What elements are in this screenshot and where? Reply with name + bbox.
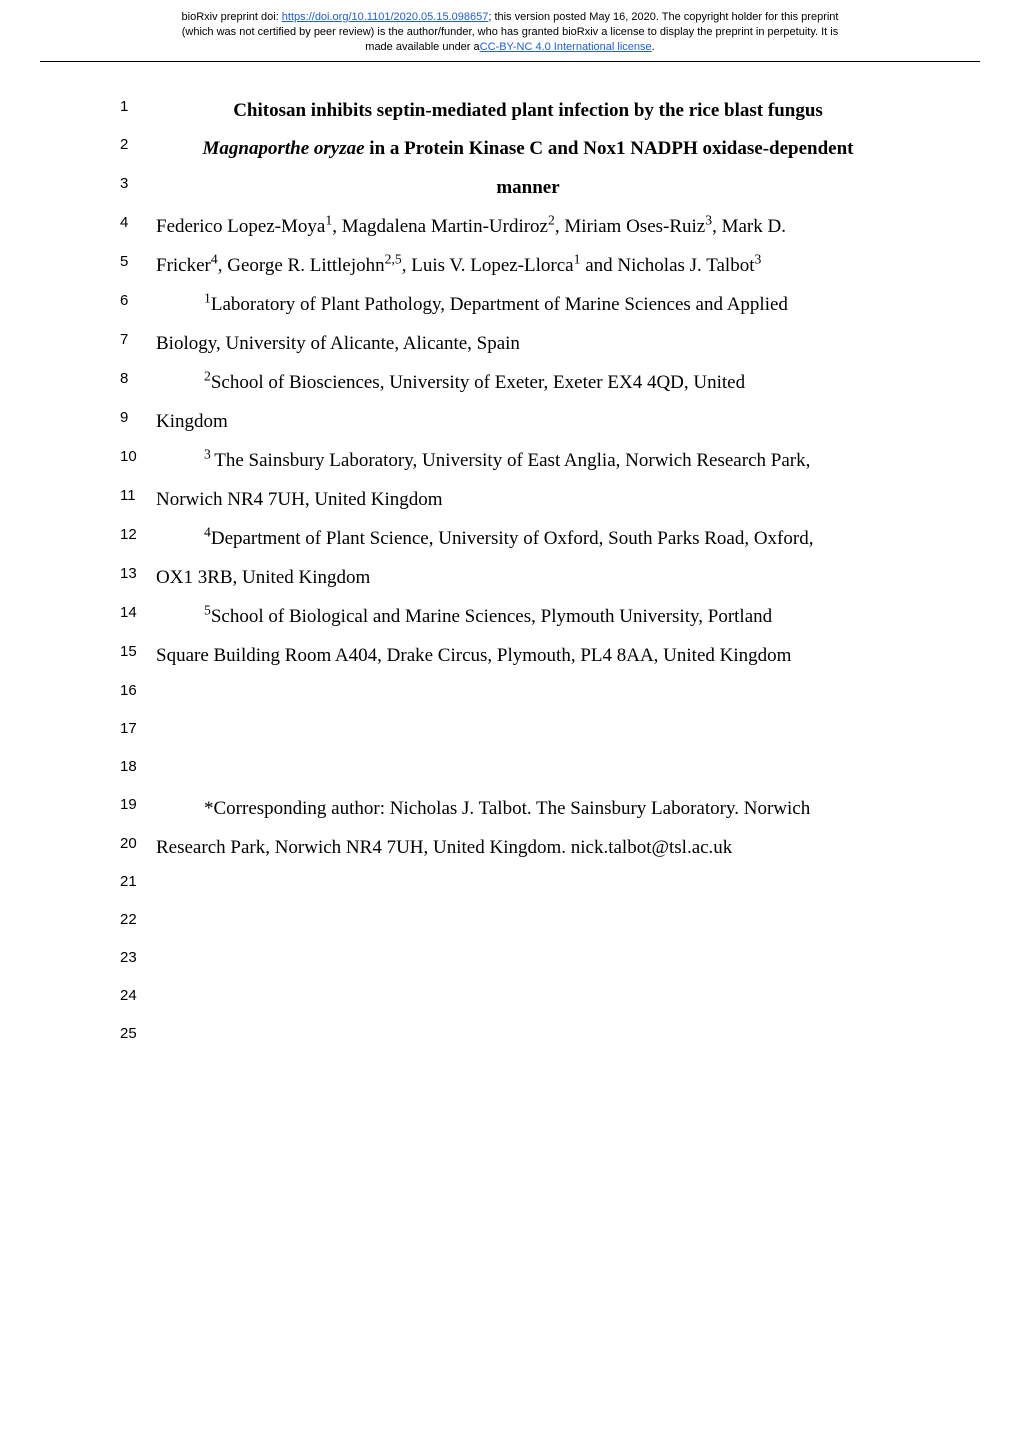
linenum: 21 <box>120 867 156 890</box>
linenum: 15 <box>120 637 156 660</box>
empty <box>156 943 900 981</box>
empty <box>156 867 900 905</box>
license-link[interactable]: CC-BY-NC 4.0 International license <box>480 41 652 53</box>
authors-line-1: Federico Lopez-Moya1, Magdalena Martin-U… <box>156 208 900 247</box>
line-9: 9 Kingdom <box>120 403 900 442</box>
line-20: 20 Research Park, Norwich NR4 7UH, Unite… <box>120 829 900 868</box>
line-15: 15 Square Building Room A404, Drake Circ… <box>120 637 900 676</box>
linenum: 20 <box>120 829 156 852</box>
affil-4-line-2: OX1 3RB, United Kingdom <box>156 559 900 598</box>
line-17: 17 <box>120 714 900 752</box>
title-line-3: manner <box>156 169 900 208</box>
linenum: 23 <box>120 943 156 966</box>
linenum: 8 <box>120 364 156 387</box>
linenum: 24 <box>120 981 156 1004</box>
empty <box>156 981 900 1019</box>
linenum: 7 <box>120 325 156 348</box>
linenum: 25 <box>120 1019 156 1042</box>
linenum: 14 <box>120 598 156 621</box>
linenum: 17 <box>120 714 156 737</box>
affil-2-line-1: 2School of Biosciences, University of Ex… <box>156 364 900 403</box>
line-12: 12 4Department of Plant Science, Univers… <box>120 520 900 559</box>
line-10: 10 3 The Sainsbury Laboratory, Universit… <box>120 442 900 481</box>
linenum: 13 <box>120 559 156 582</box>
preprint-header: bioRxiv preprint doi: https://doi.org/10… <box>0 0 1020 61</box>
linenum: 22 <box>120 905 156 928</box>
title-line-2: Magnaporthe oryzae in a Protein Kinase C… <box>156 130 900 169</box>
line-3: 3 manner <box>120 169 900 208</box>
empty <box>156 905 900 943</box>
line-8: 8 2School of Biosciences, University of … <box>120 364 900 403</box>
line-23: 23 <box>120 943 900 981</box>
linenum: 4 <box>120 208 156 231</box>
line-25: 25 <box>120 1019 900 1057</box>
linenum: 1 <box>120 92 156 115</box>
linenum: 19 <box>120 790 156 813</box>
line-19: 19 *Corresponding author: Nicholas J. Ta… <box>120 790 900 829</box>
linenum: 10 <box>120 442 156 465</box>
empty <box>156 676 900 714</box>
line-21: 21 <box>120 867 900 905</box>
affil-3-line-1: 3 The Sainsbury Laboratory, University o… <box>156 442 900 481</box>
title-rest: in a Protein Kinase C and Nox1 NADPH oxi… <box>365 138 854 159</box>
line-1: 1 Chitosan inhibits septin-mediated plan… <box>120 92 900 131</box>
affil-4-line-1: 4Department of Plant Science, University… <box>156 520 900 559</box>
preprint-line2: (which was not certified by peer review)… <box>182 26 838 38</box>
linenum: 3 <box>120 169 156 192</box>
preprint-line3-post: . <box>652 41 655 53</box>
title-line-1: Chitosan inhibits septin-mediated plant … <box>156 92 900 131</box>
line-24: 24 <box>120 981 900 1019</box>
preprint-line1-pre: bioRxiv preprint doi: <box>182 11 282 23</box>
doi-link[interactable]: https://doi.org/10.1101/2020.05.15.09865… <box>282 11 489 23</box>
affil-3-line-2: Norwich NR4 7UH, United Kingdom <box>156 481 900 520</box>
affil-1-line-2: Biology, University of Alicante, Alicant… <box>156 325 900 364</box>
line-6: 6 1Laboratory of Plant Pathology, Depart… <box>120 286 900 325</box>
line-7: 7 Biology, University of Alicante, Alica… <box>120 325 900 364</box>
affil-5-line-1: 5School of Biological and Marine Science… <box>156 598 900 637</box>
authors-line-2: Fricker4, George R. Littlejohn2,5, Luis … <box>156 247 900 286</box>
linenum: 5 <box>120 247 156 270</box>
linenum: 18 <box>120 752 156 775</box>
line-5: 5 Fricker4, George R. Littlejohn2,5, Lui… <box>120 247 900 286</box>
page-content: 1 Chitosan inhibits septin-mediated plan… <box>0 92 1020 1098</box>
line-18: 18 <box>120 752 900 790</box>
line-11: 11 Norwich NR4 7UH, United Kingdom <box>120 481 900 520</box>
affil-1-line-1: 1Laboratory of Plant Pathology, Departme… <box>156 286 900 325</box>
linenum: 9 <box>120 403 156 426</box>
linenum: 2 <box>120 130 156 153</box>
linenum: 16 <box>120 676 156 699</box>
empty <box>156 714 900 752</box>
preprint-line3-pre: made available under a <box>365 41 479 53</box>
affil-5-line-2: Square Building Room A404, Drake Circus,… <box>156 637 900 676</box>
line-2: 2 Magnaporthe oryzae in a Protein Kinase… <box>120 130 900 169</box>
line-13: 13 OX1 3RB, United Kingdom <box>120 559 900 598</box>
line-14: 14 5School of Biological and Marine Scie… <box>120 598 900 637</box>
linenum: 12 <box>120 520 156 543</box>
line-16: 16 <box>120 676 900 714</box>
preprint-line1-post: ; this version posted May 16, 2020. The … <box>488 11 838 23</box>
corresponding-line-2: Research Park, Norwich NR4 7UH, United K… <box>156 829 900 868</box>
linenum: 6 <box>120 286 156 309</box>
line-22: 22 <box>120 905 900 943</box>
header-divider <box>40 61 980 62</box>
affil-2-line-2: Kingdom <box>156 403 900 442</box>
title-italic: Magnaporthe oryzae <box>203 138 365 159</box>
empty <box>156 1019 900 1057</box>
corresponding-line-1: *Corresponding author: Nicholas J. Talbo… <box>156 790 900 829</box>
linenum: 11 <box>120 481 156 504</box>
line-4: 4 Federico Lopez-Moya1, Magdalena Martin… <box>120 208 900 247</box>
empty <box>156 752 900 790</box>
